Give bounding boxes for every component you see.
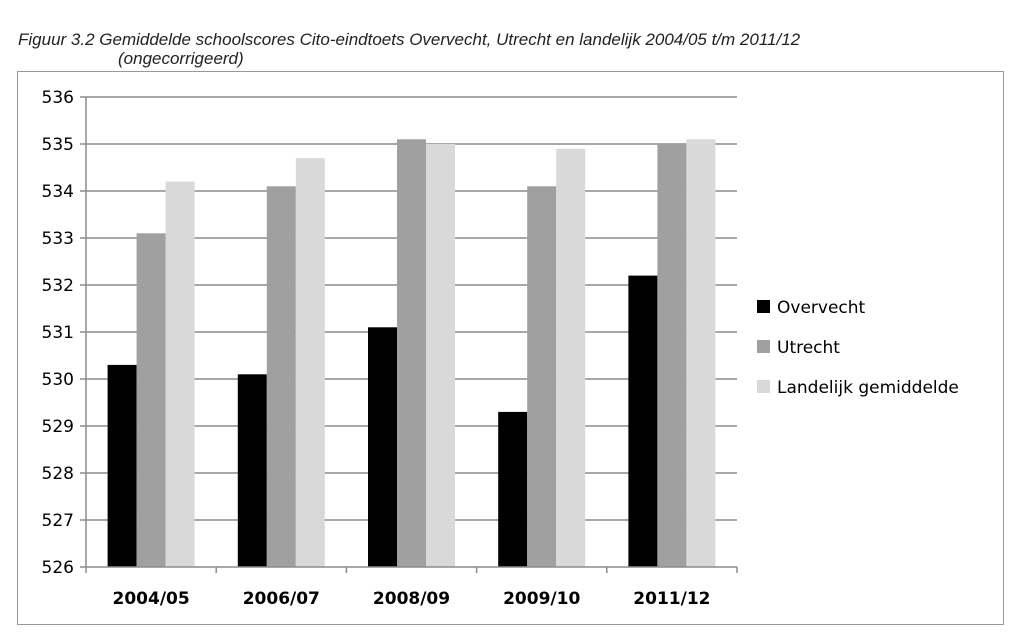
x-tick-label: 2011/12 <box>633 589 710 609</box>
bar <box>397 139 426 568</box>
x-tick-label: 2004/05 <box>113 589 190 609</box>
x-tick-label: 2008/09 <box>373 589 450 609</box>
caption-line-1: Figuur 3.2 Gemiddelde schoolscores Cito-… <box>18 30 801 49</box>
x-tick-label: 2006/07 <box>243 589 320 609</box>
caption-line-2: (ongecorrigeerd) <box>118 49 244 68</box>
x-tick-label: 2009/10 <box>503 589 580 609</box>
y-tick-label: 536 <box>42 88 74 108</box>
legend-label: Landelijk gemiddelde <box>777 378 959 398</box>
bar <box>556 148 586 567</box>
bar <box>498 411 528 567</box>
y-tick-label: 532 <box>42 276 74 296</box>
y-tick-label: 527 <box>42 511 74 531</box>
bar <box>165 181 195 567</box>
axes <box>85 97 738 573</box>
legend-label: Overvecht <box>777 298 866 318</box>
y-tick-label: 526 <box>42 558 74 578</box>
x-axis-labels: 2004/05 2006/07 2008/09 2009/10 2011/12 <box>113 589 711 609</box>
y-tick-label: 528 <box>42 464 74 484</box>
bar <box>628 275 658 567</box>
bar <box>368 327 397 567</box>
legend-swatch <box>757 340 770 353</box>
y-tick-label: 530 <box>42 370 74 390</box>
bar <box>527 186 557 568</box>
legend-swatch <box>757 300 770 313</box>
y-tick-label: 534 <box>42 182 74 202</box>
y-tick-label: 533 <box>42 229 74 249</box>
bar <box>237 374 267 567</box>
chart-frame <box>17 71 1004 625</box>
y-axis-ticks: 526 527 528 529 530 531 532 533 534 535 536 <box>42 88 86 578</box>
y-tick-label: 529 <box>42 417 74 437</box>
bar <box>426 144 455 567</box>
y-tick-label: 531 <box>42 323 74 343</box>
legend-swatch <box>757 380 770 393</box>
bar <box>686 139 716 568</box>
bar <box>136 233 166 568</box>
bars <box>107 139 716 568</box>
bar <box>657 144 687 567</box>
y-tick-label: 535 <box>42 135 74 155</box>
bar <box>295 158 325 567</box>
legend: Overvecht Utrecht Landelijk gemiddelde <box>757 298 959 398</box>
bar <box>266 186 296 568</box>
bar <box>107 364 137 567</box>
legend-label: Utrecht <box>777 338 840 358</box>
figure-caption: Figuur 3.2 Gemiddelde schoolscores Cito-… <box>18 30 800 68</box>
